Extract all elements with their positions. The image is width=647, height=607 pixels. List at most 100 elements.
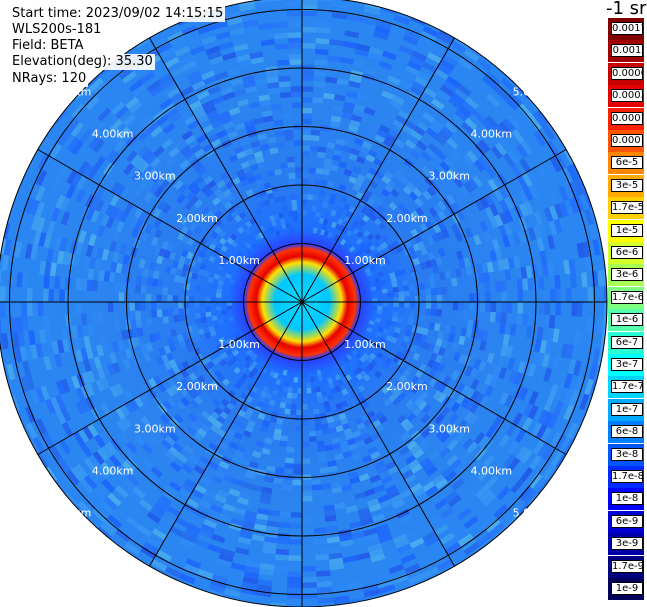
field-cell [151,294,157,302]
field-cell [156,42,173,55]
field-cell [290,409,297,415]
field-cell [302,0,318,6]
field-cell [215,31,231,41]
field-cell [1,333,9,350]
field-cell [48,288,55,302]
field-cell [290,512,302,518]
field-cell [352,227,360,235]
field-cell [66,470,80,486]
field-cell [112,362,121,374]
field-cell [493,504,509,519]
field-cell [430,287,437,296]
field-cell [409,444,421,455]
field-cell [233,507,247,516]
field-cell [474,448,487,461]
field-cell [213,273,220,280]
field-cell [435,257,443,266]
field-cell [151,278,159,287]
field-cell [426,186,437,197]
field-cell [458,353,467,364]
start-time-text: Start time: 2023/09/02 14:15:15 [10,6,226,22]
field-cell [338,225,346,232]
field-cell [199,263,207,271]
field-cell [109,454,122,469]
field-cell [565,344,574,360]
field-cell [231,177,241,186]
field-cell [134,157,146,170]
field-cell [83,256,91,269]
field-cell [71,103,86,119]
field-cell [302,490,313,497]
field-cell [112,251,120,263]
field-cell [369,244,377,252]
field-cell [264,437,273,445]
field-cell [100,402,111,416]
field-cell [190,45,206,56]
field-cell [284,129,294,136]
field-cell [358,247,365,255]
field-cell [228,154,239,163]
colorbar-tick-label: 3e-8 [611,447,643,461]
field-cell [408,313,415,320]
field-cell [343,168,353,177]
field-cell [163,249,172,259]
field-cell [145,153,157,165]
field-cell [359,356,367,363]
field-cell [371,298,378,302]
field-cell [272,389,279,396]
field-cell [277,532,290,540]
field-cell [436,309,442,317]
field-cell [328,427,337,434]
field-cell [93,486,108,501]
field-cell [313,81,326,88]
field-cell [467,319,474,329]
field-cell [230,562,246,572]
field-cell [323,163,332,171]
field-cell [355,244,362,252]
field-cell [302,43,316,49]
field-cell [491,238,500,251]
field-cell [381,385,390,395]
field-cell [422,112,436,123]
field-cell [408,573,425,585]
field-cell [251,534,265,542]
field-cell [244,362,252,369]
field-cell [523,186,534,201]
field-cell [257,507,270,516]
field-cell [504,209,514,223]
field-cell [334,211,342,219]
field-cell [165,172,177,183]
field-cell [549,288,556,302]
field-cell [264,362,271,370]
field-cell [123,162,135,176]
field-cell [138,129,151,142]
field-cell [342,145,352,154]
field-cell [148,377,158,389]
field-cell [125,515,141,529]
field-cell [403,285,410,292]
field-cell [237,497,249,506]
field-cell [287,387,293,394]
field-cell [183,295,189,302]
field-cell [333,595,350,603]
field-cell [141,442,154,455]
field-cell [174,275,181,283]
field-cell [526,169,538,185]
field-cell [225,180,235,189]
field-cell [547,413,559,430]
field-cell [179,573,196,585]
field-cell [353,104,366,113]
field-cell [421,427,432,439]
field-cell [207,415,217,425]
field-cell [473,358,482,370]
field-cell [373,31,389,41]
field-cell [159,494,173,506]
field-cell [357,507,371,516]
field-cell [183,444,195,455]
field-cell [16,272,23,288]
field-cell [248,461,259,469]
field-cell [233,431,243,440]
field-cell [387,489,400,500]
field-cell [382,328,390,335]
field-cell [528,405,539,420]
